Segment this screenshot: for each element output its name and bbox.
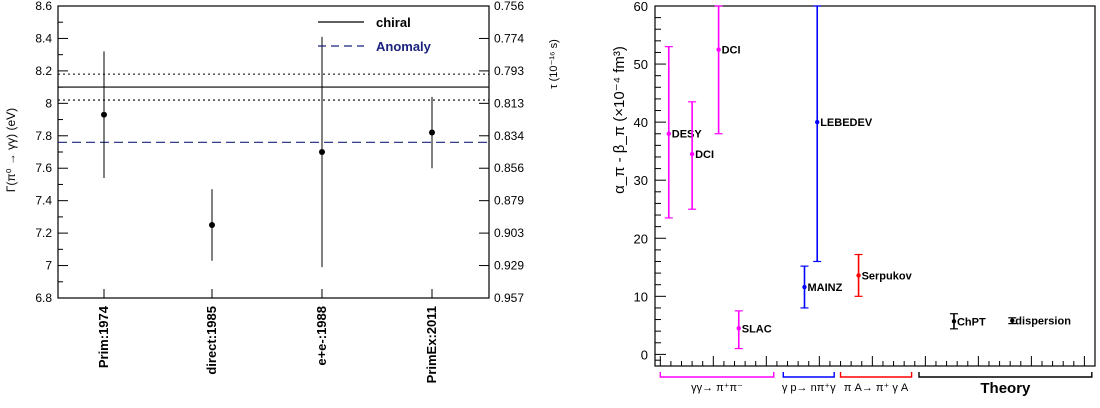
y-tick-label: 7.8 [35,129,52,143]
category-label: direct:1985 [204,306,219,375]
y-tick-label: 7.2 [35,226,52,240]
y-tick-label: 8.2 [35,64,52,78]
y-tick-label: 8.4 [35,31,52,45]
y-tick-label: 60 [634,0,648,14]
legend-anomaly-label: Anomaly [376,39,432,54]
measurement-label: ChPT [957,316,986,328]
measurement-label: DCI [722,45,741,57]
y2-tick-label: 0.929 [494,259,524,273]
y-tick-label: 8.6 [35,0,52,13]
data-point [101,111,107,118]
data-point [319,149,325,155]
right-y-axis: 0.756 0.774 0.793 0.813 0.834 0.856 0.879 0.903… [479,0,524,305]
group-bracket [659,372,775,378]
group-bracket [918,372,1093,378]
measurement-label: DCI [695,149,714,161]
group-brackets: γγ→ π⁺π⁻ γ p→ nπ⁺γ π A→ π⁺ γ A Theory [659,372,1093,397]
y-tick-label: 20 [634,231,648,246]
measurement-label: dispersion [1015,316,1071,328]
group-label: π A→ π⁺ γ A [844,382,909,394]
measurement-point [856,273,861,278]
measurement-label: MAINZ [807,282,842,294]
polarizability-x-axis [659,356,1085,366]
y-tick-label: 30 [634,173,648,188]
polarizability-panel: 0 10 20 30 40 50 60 DESY DCI DCI SLAC MAINZ LEBEDEV… [611,0,1096,397]
x-axis: Prim:1974 direct:1985 e+e-:1988 PrimEx:2011 [96,289,439,383]
y2-tick-label: 0.774 [494,31,524,45]
right-y-axis-label: τ (10⁻¹⁶ s) [548,39,560,89]
measurement-label: DESY [672,129,703,141]
data-point [429,129,435,136]
y2-tick-label: 0.793 [494,64,524,78]
y2-tick-label: 0.856 [494,161,524,175]
measurement-label: Serpukov [862,270,913,282]
left-y-axis-label: Γ(π⁰ → γγ) (eV) [4,108,18,192]
group-bracket [839,372,913,378]
y-tick-label: 8 [45,96,52,110]
y2-tick-label: 0.879 [494,194,524,208]
left-y-axis: 6.8 7 7.2 7.4 7.6 7.8 8 8.2 8.4 8.6 [35,0,68,305]
measurement-label: SLAC [742,323,772,335]
y2-tick-label: 0.756 [494,0,524,13]
y-tick-label: 50 [634,57,648,72]
category-label: Prim:1974 [96,305,111,368]
category-label: PrimEx:2011 [424,306,439,383]
measurement-point [1010,318,1015,323]
data-points [101,36,435,268]
measurement-point [689,151,695,157]
polarizability-y-axis: 0 10 20 30 40 50 60 [634,0,666,362]
right-plot-frame [654,5,1096,367]
legend: chiral Anomaly [318,15,432,54]
measurement-label: LEBEDEV [820,117,873,129]
measurement-point [736,326,741,331]
group-bracket [782,372,835,378]
y-tick-label: 10 [634,289,648,304]
group-label: γγ→ π⁺π⁻ [691,382,743,394]
y-tick-label: 0 [641,347,648,362]
measurements: DESY DCI DCI SLAC MAINZ LEBEDEV Serpukov ChPT di… [664,5,1071,350]
data-point [209,222,215,228]
measurement-point [716,47,721,52]
polarizability-y-axis-label: α_π - β_π (×10⁻⁴ fm³) [611,46,628,194]
y-tick-label: 7 [45,259,52,273]
y-tick-label: 7.4 [35,194,52,208]
measurement-point [815,119,820,125]
group-label: γ p→ nπ⁺γ [782,382,836,394]
reference-lines [58,73,489,143]
gamma-decay-width-panel: 6.877.27.47.67.888.28.48.6 0.7560.7740.7… [4,0,560,383]
legend-chiral-label: chiral [376,15,411,30]
y-tick-label: 6.8 [35,291,52,305]
measurement-point [666,131,671,136]
y2-tick-label: 0.813 [494,96,524,110]
y2-tick-label: 0.957 [494,291,524,305]
group-label: Theory [980,380,1031,397]
y-tick-label: 7.6 [35,161,52,175]
measurement-point [951,319,957,324]
y2-tick-label: 0.834 [494,129,524,143]
y2-tick-label: 0.903 [494,226,524,240]
y-tick-label: 40 [634,115,648,130]
measurement-point [802,284,807,290]
category-label: e+e-:1988 [314,306,329,366]
